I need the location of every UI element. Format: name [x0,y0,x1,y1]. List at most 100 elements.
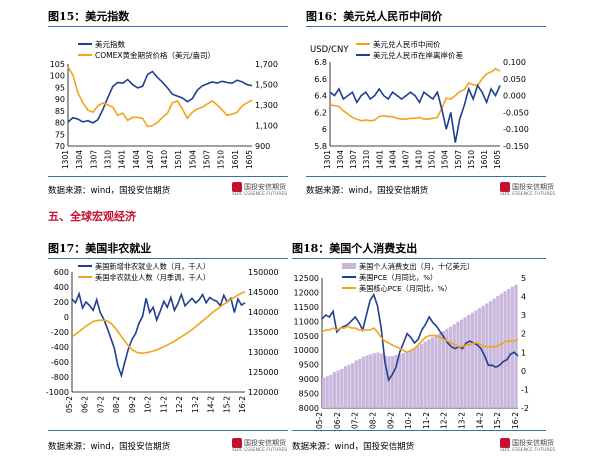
x-tick-label: 12-2 [175,396,184,413]
x-tick-label: 1601 [231,150,240,169]
y-right-tick-label: 1,100 [255,122,278,131]
y-left-tick-label: 6.6 [314,75,327,84]
x-tick-label: 1307 [89,150,98,169]
bar [496,295,500,408]
y-right-tick-label: 1,300 [255,101,278,110]
y-left-tick-label: 11500 [294,303,319,312]
title-rule [292,258,546,259]
legend-label: 美国非农就业人数（月季调，千人） [95,273,210,282]
y-right-tick-label: 0.050 [503,75,526,84]
x-tick-label: 11-2 [422,412,431,429]
logo-icon [232,182,242,192]
y-right-tick-label: 1,700 [255,60,278,69]
x-tick-label: 09-2 [386,412,395,429]
y-left-tick-label: 100 [50,72,65,81]
x-tick-label: 10-2 [144,396,153,413]
x-tick-label: 1401 [375,150,384,169]
bar [430,337,435,408]
bar [420,343,424,408]
brand-logo: 国投安信期货 SDIC ESSENCE FUTURES [500,182,556,197]
source-rule [48,430,288,431]
chart-fig17: 600 400 200 0 -200 -400 -600 -800 -1000 150000 145… [46,262,279,413]
bar [470,312,475,408]
bar [351,363,355,408]
x-tick-label: 10-2 [404,412,413,429]
x-tick-label: 1605 [245,150,254,169]
bar [488,301,493,408]
x-tick-label: 13-2 [191,396,200,413]
x-tick-label: 11-2 [159,396,168,413]
series-line [67,66,253,128]
x-tick-label: 1404 [132,150,141,169]
x-tick-label: 1510 [217,150,226,169]
bar [456,321,460,408]
x-tick-label: 05-2 [65,396,74,413]
brand-logo: 国投安信期货 SDIC ESSENCE FUTURES [232,182,288,197]
bar [336,370,340,408]
series-line [67,70,253,124]
legend-label: 美元兑人民币中间价 [373,39,441,49]
bar [427,339,431,408]
x-tick-label: 08-2 [368,412,377,429]
y-left-tick-label: 5.8 [314,142,327,151]
bar [369,354,373,408]
y-left-tick-label: 10500 [294,332,319,341]
title-rule [306,26,546,27]
y-left-unit-label: USD/CNY [310,45,349,55]
bar [452,324,456,408]
y-right-tick-label: 5 [521,274,526,283]
y-left-tick-label: 80 [55,119,65,128]
source-rule [48,176,288,177]
logo-icon [500,438,510,448]
x-tick-label: 12-2 [440,412,449,429]
x-tick-label: 1401 [118,150,127,169]
y-left-tick-label: 8500 [299,390,319,399]
source-rule [292,430,546,431]
x-tick-label: 16-2 [511,412,520,429]
bar [445,328,449,408]
y-left-tick-label: 105 [50,60,65,69]
bar [347,364,351,408]
y-right-tick-label: 135000 [248,328,279,337]
bar [383,355,387,408]
y-left-tick-label: 9000 [299,375,319,384]
bar [423,341,427,408]
legend-label: 美国PCE（月同比，%） [359,273,437,282]
series-line [321,292,519,383]
bar [322,377,326,408]
figure-title: 图15：美元指数 [48,10,130,23]
chart-fig15: 105 100 95 90 85 80 75 70 1,700 1,500 1,300 1,100 90… [50,39,278,169]
bar [507,288,511,408]
bar [354,360,358,408]
y-right-tick-label: 1,500 [255,81,278,90]
legend-label: COMEX黄金期货价格（美元/盎司） [95,50,215,60]
bar [343,366,348,408]
y-right-tick-label: 120000 [248,388,279,397]
x-tick-label: 13-2 [458,412,467,429]
x-tick-label: 15-2 [222,396,231,413]
figure-title: 图16：美元兑人民币中间价 [306,10,443,23]
title-rule [48,26,288,27]
y-left-tick-label: 12000 [294,288,319,297]
y-left-tick-label: -600 [51,358,69,367]
x-tick-label: 1510 [467,150,476,169]
bar [398,353,402,408]
y-right-tick-label: 140000 [248,308,279,317]
x-tick-label: 1407 [146,150,155,169]
legend-label: 美元兑人民币在岸离岸价差 [373,50,463,60]
chart-fig16: 6.8 6.6 6.4 6.2 6 5.8 0.100 0.050 0.000 -0.050 -0.… [310,39,529,169]
bar [412,348,416,408]
y-left-tick-label: 11000 [294,317,319,326]
x-tick-label: 1601 [480,150,489,169]
x-tick-label: 1304 [336,150,345,169]
x-tick-label: 1501 [428,150,437,169]
y-right-tick-label: 150000 [248,268,279,277]
series-line [329,67,501,122]
x-tick-label: 1504 [188,150,197,169]
series-line [329,83,501,143]
x-tick-label: 16-2 [238,396,247,413]
x-tick-label: 06-2 [81,396,90,413]
bar [441,331,446,408]
bar [358,358,362,408]
y-left-tick-label: 6.2 [314,108,327,117]
